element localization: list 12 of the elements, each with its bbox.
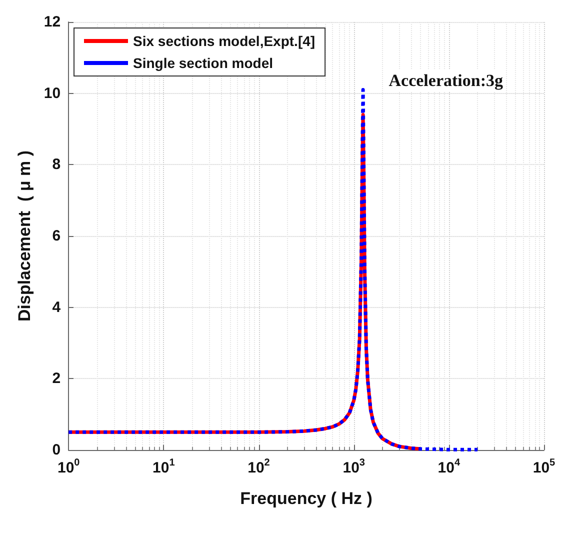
y-tick-label: 4 [52,298,62,316]
y-axis-title: Displacement ( μ m ) [15,150,34,322]
legend-label: Single section model [133,55,274,71]
y-tick-label: 8 [52,156,61,174]
x-axis-title: Frequency ( Hz ) [240,489,372,508]
y-tick-label: 0 [52,442,61,458]
annotation: Acceleration:3g [388,71,504,90]
y-tick-label: 12 [44,14,61,30]
legend-label: Six sections model,Expt.[4] [133,33,316,49]
y-tick-label: 2 [52,370,61,388]
y-tick-label: 6 [52,228,61,244]
y-tick-label: 10 [44,84,61,102]
